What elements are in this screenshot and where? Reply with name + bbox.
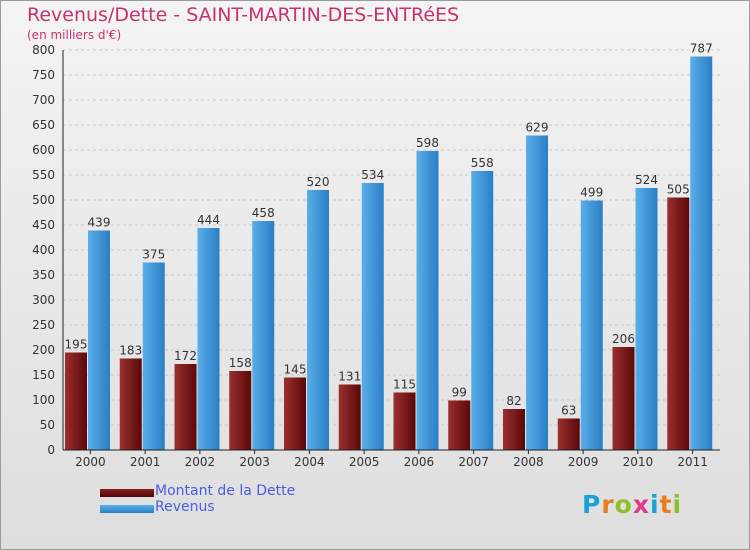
y-tick-label: 800	[32, 43, 55, 57]
chart-title: Revenus/Dette - SAINT-MARTIN-DES-ENTRéES	[27, 4, 460, 26]
x-tick-label: 2007	[458, 455, 489, 469]
y-tick-label: 400	[32, 243, 55, 257]
y-tick-label: 550	[32, 168, 55, 182]
x-tick-label: 2006	[404, 455, 435, 469]
bar-dette	[612, 347, 635, 450]
y-tick-label: 450	[32, 218, 55, 232]
data-label-dette: 183	[119, 344, 142, 358]
data-label-revenus: 629	[526, 121, 549, 135]
x-tick-label: 2008	[513, 455, 544, 469]
bar-dette	[65, 352, 87, 450]
y-tick-label: 200	[32, 343, 55, 357]
y-tick-label: 50	[40, 418, 55, 432]
data-label-dette: 505	[667, 183, 690, 197]
data-label-dette: 172	[174, 349, 197, 363]
bar-revenus	[252, 221, 275, 450]
data-label-dette: 115	[393, 378, 416, 392]
bar-dette	[338, 384, 361, 450]
data-label-revenus: 598	[416, 136, 439, 150]
y-tick-label: 600	[32, 143, 55, 157]
logo-letter: o	[614, 490, 633, 519]
logo-letter: P	[582, 490, 602, 519]
bar-revenus	[416, 151, 439, 450]
x-tick-label: 2009	[568, 455, 599, 469]
y-tick-label: 0	[47, 443, 55, 457]
y-tick-label: 250	[32, 318, 55, 332]
x-tick-label: 2010	[623, 455, 654, 469]
y-tick-label: 300	[32, 293, 55, 307]
data-label-revenus: 458	[252, 206, 275, 220]
x-tick-label: 2011	[677, 455, 708, 469]
bar-dette	[174, 364, 197, 450]
data-label-revenus: 375	[142, 248, 165, 262]
y-tick-label: 650	[32, 118, 55, 132]
bar-revenus	[690, 56, 713, 450]
y-tick-label: 150	[32, 368, 55, 382]
data-label-dette: 206	[612, 332, 635, 346]
data-label-revenus: 524	[635, 173, 658, 187]
y-tick-label: 750	[32, 68, 55, 82]
bar-revenus	[88, 230, 110, 450]
bar-revenus	[142, 262, 165, 450]
legend-swatch-dette	[100, 489, 154, 497]
bar-revenus	[526, 135, 548, 450]
bar-dette	[667, 197, 690, 450]
x-tick-label: 2004	[294, 455, 325, 469]
legend-swatch-revenus	[100, 505, 154, 513]
data-label-revenus: 439	[88, 216, 111, 230]
y-tick-label: 100	[32, 393, 55, 407]
data-label-dette: 195	[65, 338, 88, 352]
bar-dette	[393, 392, 416, 450]
x-tick-label: 2000	[75, 455, 106, 469]
bar-dette	[284, 377, 306, 450]
data-label-dette: 145	[284, 363, 307, 377]
y-tick-label: 700	[32, 93, 55, 107]
data-label-revenus: 558	[471, 156, 494, 170]
data-label-revenus: 534	[361, 168, 384, 182]
data-label-revenus: 520	[307, 175, 330, 189]
data-label-revenus: 787	[690, 42, 713, 56]
chart-subtitle: (en milliers d'€)	[27, 28, 122, 42]
proxiti-logo: Proxiti	[582, 490, 682, 519]
bar-dette	[119, 358, 142, 450]
data-label-dette: 131	[338, 370, 361, 384]
bar-dette	[503, 409, 525, 450]
y-tick-label: 350	[32, 268, 55, 282]
bar-dette	[448, 400, 471, 450]
logo-letter: i	[650, 490, 660, 519]
data-label-dette: 158	[229, 356, 252, 370]
bar-dette	[229, 371, 252, 450]
x-tick-label: 2003	[239, 455, 270, 469]
bar-revenus	[197, 228, 220, 450]
bar-dette	[557, 418, 580, 450]
logo-letter: i	[672, 490, 683, 519]
x-tick-label: 2002	[185, 455, 216, 469]
logo-letter: x	[632, 490, 650, 519]
logo-letter: t	[659, 490, 673, 519]
legend-label-revenus: Revenus	[155, 499, 215, 515]
x-tick-label: 2001	[130, 455, 161, 469]
bar-revenus	[635, 188, 658, 450]
bar-revenus	[361, 183, 384, 450]
data-label-dette: 99	[452, 386, 467, 400]
legend-label-dette: Montant de la Dette	[155, 483, 296, 499]
bar-revenus	[580, 200, 603, 450]
bar-revenus	[471, 171, 494, 450]
data-label-revenus: 499	[580, 186, 603, 200]
bar-revenus	[307, 190, 329, 450]
logo-letter: r	[601, 490, 615, 519]
data-label-dette: 63	[561, 404, 576, 418]
x-tick-label: 2005	[349, 455, 380, 469]
data-label-revenus: 444	[197, 213, 220, 227]
data-label-dette: 82	[506, 394, 521, 408]
y-tick-label: 500	[32, 193, 55, 207]
